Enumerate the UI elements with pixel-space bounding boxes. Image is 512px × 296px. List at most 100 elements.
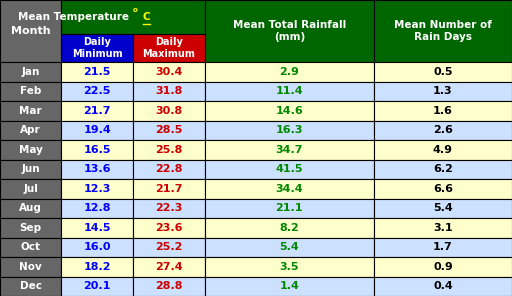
Text: Month: Month: [11, 26, 51, 36]
Text: 27.4: 27.4: [155, 262, 183, 272]
Bar: [374, 160, 512, 179]
Text: 6.2: 6.2: [433, 164, 453, 174]
Text: Mean Total Rainfall
(mm): Mean Total Rainfall (mm): [232, 20, 346, 42]
Bar: [133, 101, 205, 121]
Bar: [61, 121, 133, 140]
Bar: [205, 237, 374, 257]
Text: 2.6: 2.6: [433, 126, 453, 135]
Text: Apr: Apr: [20, 126, 41, 135]
Bar: [61, 140, 133, 160]
Text: 0.9: 0.9: [433, 262, 453, 272]
Bar: [133, 82, 205, 101]
Text: 31.8: 31.8: [155, 86, 183, 96]
Text: Aug: Aug: [19, 203, 42, 213]
Text: 4.9: 4.9: [433, 145, 453, 155]
Bar: [205, 121, 374, 140]
Bar: [205, 82, 374, 101]
Bar: [0, 62, 61, 82]
Bar: [0, 179, 61, 199]
Bar: [205, 257, 374, 276]
Text: 30.4: 30.4: [155, 67, 183, 77]
Bar: [133, 62, 205, 82]
Text: 21.1: 21.1: [275, 203, 303, 213]
Bar: [0, 199, 61, 218]
Text: o: o: [133, 7, 138, 13]
Text: 1.3: 1.3: [433, 86, 453, 96]
Bar: [133, 179, 205, 199]
Text: 8.2: 8.2: [280, 223, 299, 233]
Text: 11.4: 11.4: [275, 86, 303, 96]
Text: 20.1: 20.1: [83, 281, 111, 291]
Bar: [205, 101, 374, 121]
Text: Dec: Dec: [20, 281, 41, 291]
Bar: [205, 199, 374, 218]
Text: Daily
Maximum: Daily Maximum: [142, 37, 196, 59]
Text: 6.6: 6.6: [433, 184, 453, 194]
Bar: [133, 121, 205, 140]
Text: 12.3: 12.3: [83, 184, 111, 194]
Bar: [374, 140, 512, 160]
Bar: [0, 0, 61, 62]
Text: Jul: Jul: [23, 184, 38, 194]
Text: 19.4: 19.4: [83, 126, 111, 135]
Bar: [374, 62, 512, 82]
Text: 1.4: 1.4: [280, 281, 299, 291]
Text: 5.4: 5.4: [280, 242, 299, 252]
Bar: [61, 34, 133, 62]
Text: 34.7: 34.7: [275, 145, 303, 155]
Text: 2.9: 2.9: [280, 67, 299, 77]
Text: 28.5: 28.5: [155, 126, 183, 135]
Text: Jan: Jan: [22, 67, 40, 77]
Text: 16.3: 16.3: [275, 126, 303, 135]
Bar: [0, 218, 61, 237]
Text: 25.2: 25.2: [155, 242, 183, 252]
Text: Mar: Mar: [19, 106, 42, 116]
Bar: [0, 276, 61, 296]
Text: 25.8: 25.8: [155, 145, 183, 155]
Text: 14.5: 14.5: [83, 223, 111, 233]
Bar: [374, 257, 512, 276]
Text: Sep: Sep: [19, 223, 42, 233]
Bar: [61, 179, 133, 199]
Text: Daily
Minimum: Daily Minimum: [72, 37, 122, 59]
Bar: [205, 160, 374, 179]
Bar: [0, 237, 61, 257]
Text: 13.6: 13.6: [83, 164, 111, 174]
Bar: [205, 140, 374, 160]
Bar: [61, 257, 133, 276]
Bar: [61, 101, 133, 121]
Text: 28.8: 28.8: [155, 281, 183, 291]
Text: 3.1: 3.1: [433, 223, 453, 233]
Text: Mean Number of
Rain Days: Mean Number of Rain Days: [394, 20, 492, 42]
Bar: [133, 199, 205, 218]
Text: 12.8: 12.8: [83, 203, 111, 213]
Bar: [133, 237, 205, 257]
Bar: [133, 140, 205, 160]
Text: 16.0: 16.0: [83, 242, 111, 252]
Bar: [61, 276, 133, 296]
Bar: [0, 101, 61, 121]
Text: 18.2: 18.2: [83, 262, 111, 272]
Bar: [61, 0, 205, 34]
Bar: [61, 160, 133, 179]
Bar: [374, 199, 512, 218]
Text: Oct: Oct: [20, 242, 41, 252]
Text: May: May: [19, 145, 42, 155]
Text: Feb: Feb: [20, 86, 41, 96]
Text: Nov: Nov: [19, 262, 42, 272]
Bar: [205, 276, 374, 296]
Text: 3.5: 3.5: [280, 262, 299, 272]
Bar: [0, 121, 61, 140]
Text: 1.6: 1.6: [433, 106, 453, 116]
Bar: [374, 237, 512, 257]
Bar: [0, 160, 61, 179]
Text: 21.7: 21.7: [155, 184, 183, 194]
Bar: [61, 237, 133, 257]
Bar: [374, 101, 512, 121]
Text: 21.5: 21.5: [83, 67, 111, 77]
Bar: [205, 218, 374, 237]
Bar: [133, 34, 205, 62]
Bar: [374, 121, 512, 140]
Bar: [61, 199, 133, 218]
Text: 34.4: 34.4: [275, 184, 303, 194]
